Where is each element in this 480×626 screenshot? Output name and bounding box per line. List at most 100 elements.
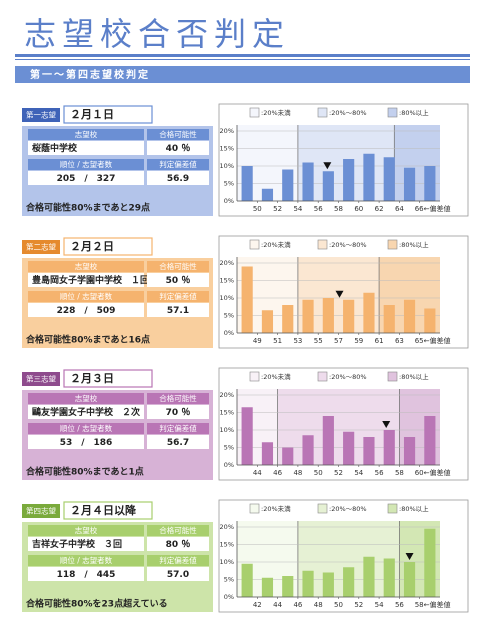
x-tick-label: 59 bbox=[354, 337, 363, 345]
bar bbox=[261, 442, 274, 465]
bar bbox=[343, 159, 355, 201]
bar bbox=[282, 169, 294, 201]
value-cell bbox=[28, 537, 144, 551]
badge bbox=[22, 108, 60, 122]
value-cell bbox=[147, 405, 209, 419]
legend-swatch bbox=[249, 239, 260, 250]
section-band bbox=[15, 66, 470, 83]
x-tick-label: 61 bbox=[375, 337, 384, 345]
bar bbox=[424, 166, 436, 201]
bar bbox=[383, 558, 395, 597]
zone bbox=[277, 389, 400, 465]
header-text: 志望校 bbox=[75, 261, 98, 271]
legend-swatch bbox=[249, 371, 260, 382]
note: 合格可能性80%を23点超えている bbox=[26, 598, 168, 610]
value-cell bbox=[28, 405, 144, 419]
y-tick-label: 15% bbox=[220, 277, 234, 285]
header-text: 志望校 bbox=[75, 525, 98, 535]
x-tick-label: 55 bbox=[314, 337, 323, 345]
date-box bbox=[63, 501, 153, 520]
title-rule-thin bbox=[15, 59, 470, 60]
y-tick-label: 5% bbox=[224, 312, 234, 320]
x-tick-label: 64 bbox=[395, 205, 404, 213]
value-text: 118 / 445 bbox=[57, 570, 116, 580]
marker bbox=[323, 162, 332, 170]
date-box bbox=[63, 105, 153, 124]
y-tick-label: 20% bbox=[220, 391, 234, 399]
header-text: 判定偏差値 bbox=[159, 159, 197, 169]
value-cell bbox=[147, 303, 209, 317]
value-cell bbox=[147, 171, 209, 185]
header-cell bbox=[28, 159, 144, 170]
bar bbox=[282, 305, 294, 333]
legend-label: :20%～80% bbox=[329, 373, 367, 381]
value-cell bbox=[147, 435, 209, 449]
value-text: 56.9 bbox=[167, 174, 189, 184]
x-tick-label: 48 bbox=[314, 601, 323, 609]
value-text: 80 ％ bbox=[166, 539, 191, 550]
header-text: 判定偏差値 bbox=[159, 291, 197, 301]
date: ２月２日 bbox=[70, 240, 114, 253]
value-cell bbox=[28, 567, 144, 581]
bar bbox=[302, 435, 314, 465]
y-tick-label: 15% bbox=[220, 145, 234, 153]
bar bbox=[261, 188, 274, 201]
x-tick-label: 46 bbox=[273, 469, 282, 477]
header-text: 順位 / 志望者数 bbox=[60, 423, 113, 433]
header-cell bbox=[28, 525, 144, 536]
x-tick-label: 49 bbox=[253, 337, 262, 345]
bar bbox=[241, 266, 253, 333]
x-tick-label: 63 bbox=[395, 337, 404, 345]
value-text: 56.7 bbox=[167, 438, 189, 448]
value-cell bbox=[147, 567, 209, 581]
legend-label: :80%以上 bbox=[399, 504, 429, 513]
legend-label: :20%未満 bbox=[261, 372, 291, 381]
bar bbox=[302, 570, 314, 597]
bar bbox=[343, 567, 355, 597]
x-tick-label: 56 bbox=[314, 205, 323, 213]
value-text: 57.1 bbox=[167, 306, 189, 316]
bar bbox=[424, 308, 436, 333]
note: 合格可能性80%まであと29点 bbox=[26, 202, 150, 214]
x-tick-label: 51 bbox=[273, 337, 282, 345]
legend-label: :80%以上 bbox=[399, 108, 429, 117]
value-text: 205 / 327 bbox=[57, 174, 116, 184]
y-tick-label: 10% bbox=[220, 558, 234, 566]
bar bbox=[403, 562, 416, 597]
badge-label: 第三志望 bbox=[26, 374, 56, 384]
value-cell bbox=[147, 537, 209, 551]
x-tick-label: 56 bbox=[375, 469, 384, 477]
y-tick-label: 0% bbox=[224, 593, 234, 601]
y-tick-label: 0% bbox=[224, 197, 234, 205]
header-text: 判定偏差値 bbox=[159, 555, 197, 565]
value-cell bbox=[147, 273, 209, 287]
x-tick-label: 54 bbox=[354, 469, 363, 477]
section-title: 第一～第四志望校判定 bbox=[30, 68, 150, 81]
x-tick-label: 50 bbox=[253, 205, 262, 213]
x-tick-label: 48 bbox=[293, 469, 302, 477]
header-cell bbox=[28, 261, 144, 272]
date-box bbox=[63, 237, 153, 256]
bar bbox=[343, 299, 355, 333]
bar bbox=[241, 407, 253, 465]
x-tick-label: 57 bbox=[334, 337, 343, 345]
header-text: 志望校 bbox=[75, 129, 98, 139]
value-cell bbox=[28, 141, 144, 155]
header-text: 合格可能性 bbox=[159, 261, 197, 271]
bar bbox=[282, 447, 294, 465]
x-tick-label: 50 bbox=[334, 601, 343, 609]
header-cell bbox=[147, 525, 209, 536]
bar bbox=[241, 563, 253, 597]
bar bbox=[383, 430, 395, 465]
x-tick-label: 66←偏差値 bbox=[415, 204, 451, 213]
y-tick-label: 20% bbox=[220, 127, 234, 135]
badge bbox=[22, 504, 60, 518]
legend-swatch bbox=[317, 371, 328, 382]
x-tick-label: 52 bbox=[273, 205, 282, 213]
value-cell bbox=[147, 141, 209, 155]
x-tick-label: 50 bbox=[314, 469, 323, 477]
date: ２月４日以降 bbox=[70, 503, 137, 517]
value-text: 50 ％ bbox=[166, 275, 191, 286]
date: ２月１日 bbox=[70, 108, 114, 121]
